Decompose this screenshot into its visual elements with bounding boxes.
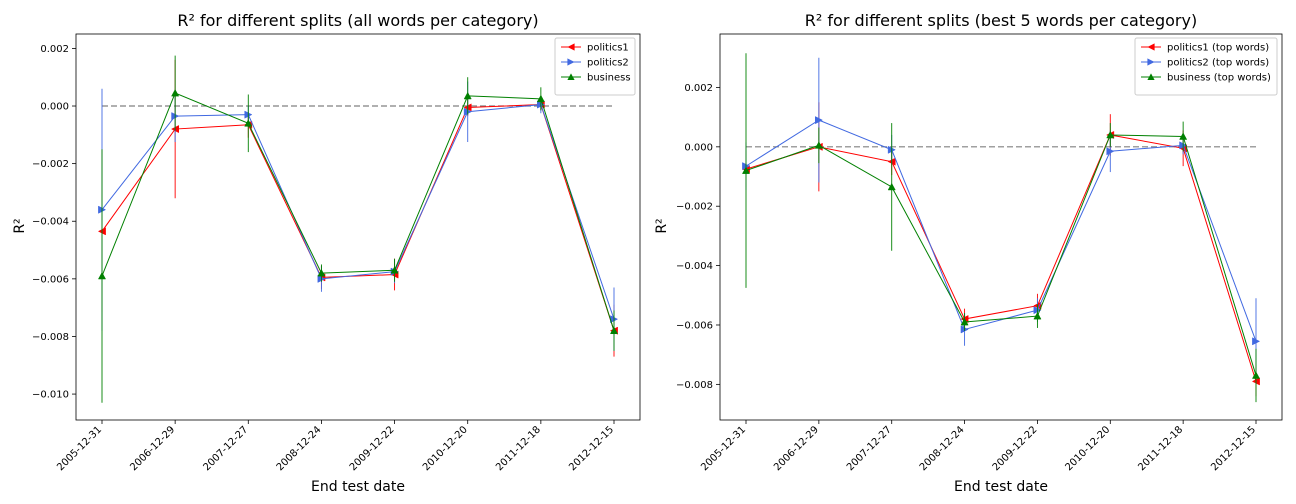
x-tick-label: 2005-12-31 (699, 424, 748, 473)
legend-label: business (587, 73, 631, 84)
x-tick-label: 2011-12-18 (494, 424, 543, 473)
chart-title: R² for different splits (best 5 words pe… (805, 11, 1197, 30)
y-tick-label: −0.004 (32, 217, 69, 228)
x-tick-label: 2012-12-15 (567, 424, 616, 473)
x-tick-label: 2006-12-29 (128, 424, 177, 473)
x-tick-label: 2010-12-20 (421, 424, 470, 473)
legend-swatch-marker (1147, 58, 1155, 66)
y-tick-label: −0.008 (32, 332, 69, 343)
y-tick-label: 0.000 (684, 142, 713, 153)
y-tick-label: 0.000 (40, 102, 69, 113)
data-point (1179, 132, 1188, 140)
data-point (609, 326, 619, 335)
x-tick-label: 2008-12-24 (918, 424, 967, 473)
data-point (815, 116, 824, 125)
x-tick-label: 2006-12-29 (772, 424, 821, 473)
x-tick-label: 2010-12-20 (1064, 424, 1113, 473)
legend-label: politics1 (top words) (1167, 43, 1269, 54)
data-point (536, 94, 545, 103)
chart-left: R² for different splits (all words per c… (12, 11, 641, 495)
data-point (1033, 311, 1042, 320)
plot-frame (75, 33, 641, 421)
legend-box (1134, 37, 1278, 96)
data-point (317, 268, 326, 277)
x-axis-label: End test date (311, 479, 405, 495)
legend-swatch-marker (1147, 73, 1155, 81)
y-axis-label: R² (654, 218, 670, 233)
y-tick-label: 0.002 (40, 44, 69, 55)
series-politics2-top-words- (742, 57, 1261, 385)
series-politics2 (98, 81, 619, 351)
legend: politics1 (top words) politics2 (top word… (1134, 37, 1278, 96)
x-tick-label: 2007-12-27 (202, 424, 251, 473)
legend-label: business (top words) (1167, 73, 1271, 84)
legend-swatch-marker (567, 43, 575, 51)
y-tick-label: −0.010 (32, 390, 69, 401)
y-tick-label: −0.006 (32, 274, 69, 285)
y-tick-label: −0.006 (676, 320, 713, 331)
data-point (390, 266, 399, 274)
data-point (741, 166, 751, 174)
x-tick-label: 2011-12-18 (1136, 424, 1185, 473)
y-tick-label: −0.008 (676, 380, 713, 391)
legend-label: politics2 (587, 58, 629, 69)
y-tick-label: 0.002 (684, 83, 713, 94)
x-tick-label: 2005-12-31 (55, 424, 104, 473)
legend-label: politics1 (587, 43, 629, 54)
y-axis-label: R² (12, 218, 28, 233)
x-tick-label: 2012-12-15 (1209, 424, 1258, 473)
series-line (745, 134, 1257, 376)
data-point (171, 88, 180, 97)
series-business (97, 55, 619, 403)
legend-swatch-marker (1147, 43, 1155, 51)
series-line (101, 104, 615, 320)
chart-right: R² for different splits (best 5 words pe… (654, 11, 1283, 495)
x-tick-label: 2009-12-22 (348, 424, 397, 473)
series-line (101, 104, 615, 331)
data-point (463, 91, 472, 100)
legend-swatch-marker (567, 58, 575, 66)
legend-label: politics2 (top words) (1167, 58, 1269, 69)
plot-frame (719, 33, 1283, 421)
data-point (1251, 371, 1261, 379)
legend-box (554, 37, 636, 96)
x-tick-label: 2009-12-22 (991, 424, 1040, 473)
legend-swatch-marker (567, 73, 575, 81)
x-tick-label: 2007-12-27 (845, 424, 894, 473)
y-tick-label: −0.002 (676, 202, 713, 213)
series-business-top-words- (741, 53, 1261, 403)
data-point (1106, 130, 1115, 139)
series-line (101, 92, 615, 331)
data-point (814, 141, 823, 149)
data-point (960, 317, 969, 326)
data-point (887, 182, 896, 191)
x-axis-label: End test date (954, 479, 1048, 495)
data-point (1252, 337, 1261, 346)
data-point (97, 271, 107, 280)
series-line (745, 134, 1257, 382)
x-tick-label: 2008-12-24 (275, 424, 324, 473)
y-tick-label: −0.004 (676, 261, 713, 272)
y-tick-label: −0.002 (32, 159, 69, 170)
data-point (244, 119, 253, 127)
chart-title: R² for different splits (all words per c… (177, 11, 538, 30)
series-line (745, 119, 1257, 342)
data-point (1106, 147, 1115, 156)
legend: politics1 politics2 business (554, 37, 636, 96)
